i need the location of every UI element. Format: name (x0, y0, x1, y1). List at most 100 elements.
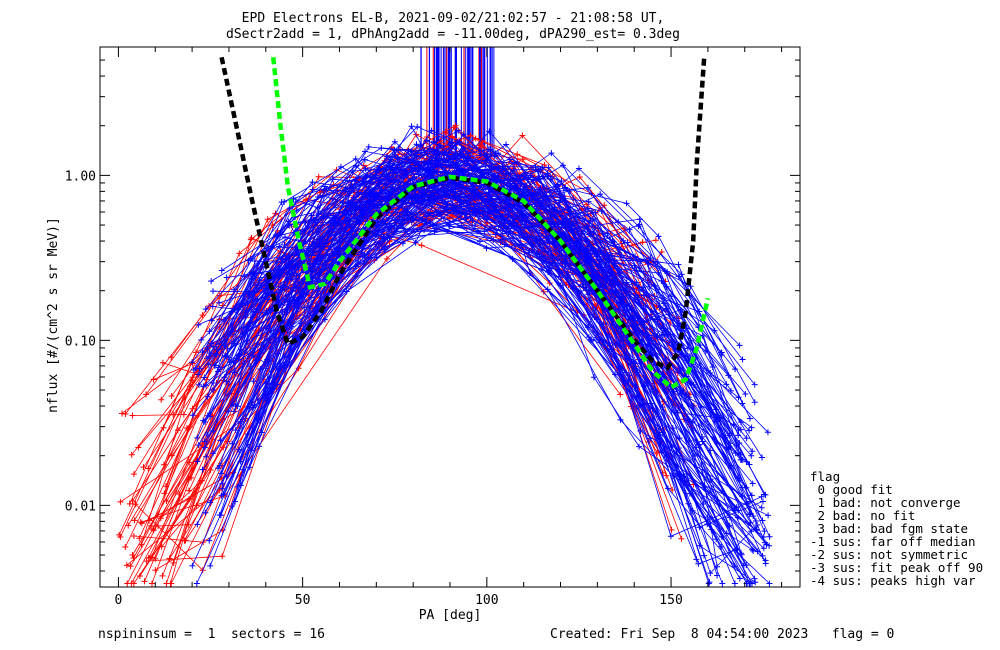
flux-point (545, 164, 552, 171)
flux-point (130, 532, 137, 539)
flux-point (117, 498, 124, 505)
flux-point (463, 214, 470, 221)
flux-point (246, 464, 253, 471)
flux-point (664, 485, 671, 492)
flux-point (190, 366, 197, 373)
flux-point (204, 393, 211, 400)
flux-point (746, 415, 753, 422)
flux-point (463, 157, 470, 164)
flux-point (739, 400, 746, 407)
flux-point (674, 409, 681, 416)
flux-point (214, 368, 221, 375)
flux-point (667, 533, 674, 540)
flux-point (675, 273, 682, 280)
flux-point (210, 428, 217, 435)
flux-point (199, 466, 206, 473)
flux-point (183, 425, 190, 432)
flux-point (452, 122, 459, 129)
flux-point (696, 542, 703, 549)
flux-point (308, 294, 315, 301)
flux-point (429, 190, 436, 197)
flux-point (647, 255, 654, 262)
flux-point (758, 493, 765, 500)
flux-point (617, 391, 624, 398)
flux-point (195, 371, 202, 378)
flux-point (344, 217, 351, 224)
flux-point (690, 381, 697, 388)
flux-point (418, 242, 425, 249)
flux-point (117, 533, 124, 540)
flux-point (256, 443, 263, 450)
flux-point (510, 219, 517, 226)
flux-point (663, 305, 670, 312)
flux-point (302, 219, 309, 226)
flux-point (292, 246, 299, 253)
flux-point (711, 327, 718, 334)
flux-point (620, 237, 627, 244)
flux-point (751, 399, 758, 406)
legend-item-2: 2 bad: no fit (810, 508, 916, 523)
flux-point (219, 553, 226, 560)
flux-point (696, 524, 703, 531)
flux-point (442, 169, 449, 176)
flux-point (309, 179, 316, 186)
flux-point (230, 286, 237, 293)
flux-point (736, 342, 743, 349)
flux-point (430, 138, 437, 145)
flux-point (434, 155, 441, 162)
flux-point (617, 416, 624, 423)
flux-point (189, 359, 196, 366)
flux-point (677, 365, 684, 372)
flux-point (331, 223, 338, 230)
flux-point (592, 247, 599, 254)
flux-trace (235, 151, 750, 584)
flux-point (707, 447, 714, 454)
flux-point (615, 294, 622, 301)
flux-point (119, 410, 126, 417)
flux-point (759, 454, 766, 461)
flux-point (616, 343, 623, 350)
flux-point (612, 341, 619, 348)
flux-point (256, 277, 263, 284)
flux-point (200, 383, 207, 390)
data-layer (116, 47, 773, 587)
flux-point (374, 167, 381, 174)
flux-point (467, 132, 474, 139)
flux-point (575, 255, 582, 262)
flux-point (716, 415, 723, 422)
flux-point (619, 293, 626, 300)
flux-point (152, 567, 159, 574)
flux-point (535, 166, 542, 173)
flux-point (150, 376, 157, 383)
flux-point (149, 580, 156, 587)
flux-point (674, 471, 681, 478)
flux-point (761, 528, 768, 535)
flux-point (236, 250, 243, 257)
flux-point (360, 162, 367, 169)
flux-trace (236, 130, 764, 528)
flux-point (739, 356, 746, 363)
flux-point (623, 279, 630, 286)
flux-point (353, 175, 360, 182)
flux-point (202, 419, 209, 426)
flux-point (398, 159, 405, 166)
x-tick-label: 100 (475, 593, 498, 608)
flux-point (218, 470, 225, 477)
flux-point (636, 216, 643, 223)
flux-point (350, 185, 357, 192)
flux-point (738, 419, 745, 426)
flux-point (446, 223, 453, 230)
flux-point (696, 308, 703, 315)
flux-point (696, 441, 703, 448)
flux-point (499, 163, 506, 170)
flux-point (749, 546, 756, 553)
flux-point (329, 176, 336, 183)
flux-point (292, 199, 299, 206)
flux-point (727, 387, 734, 394)
flux-point (760, 545, 767, 552)
flux-point (348, 180, 355, 187)
flux-point (765, 512, 772, 519)
flux-point (520, 212, 527, 219)
legend-item-0: 0 good fit (810, 482, 893, 497)
flux-trace (250, 218, 745, 566)
